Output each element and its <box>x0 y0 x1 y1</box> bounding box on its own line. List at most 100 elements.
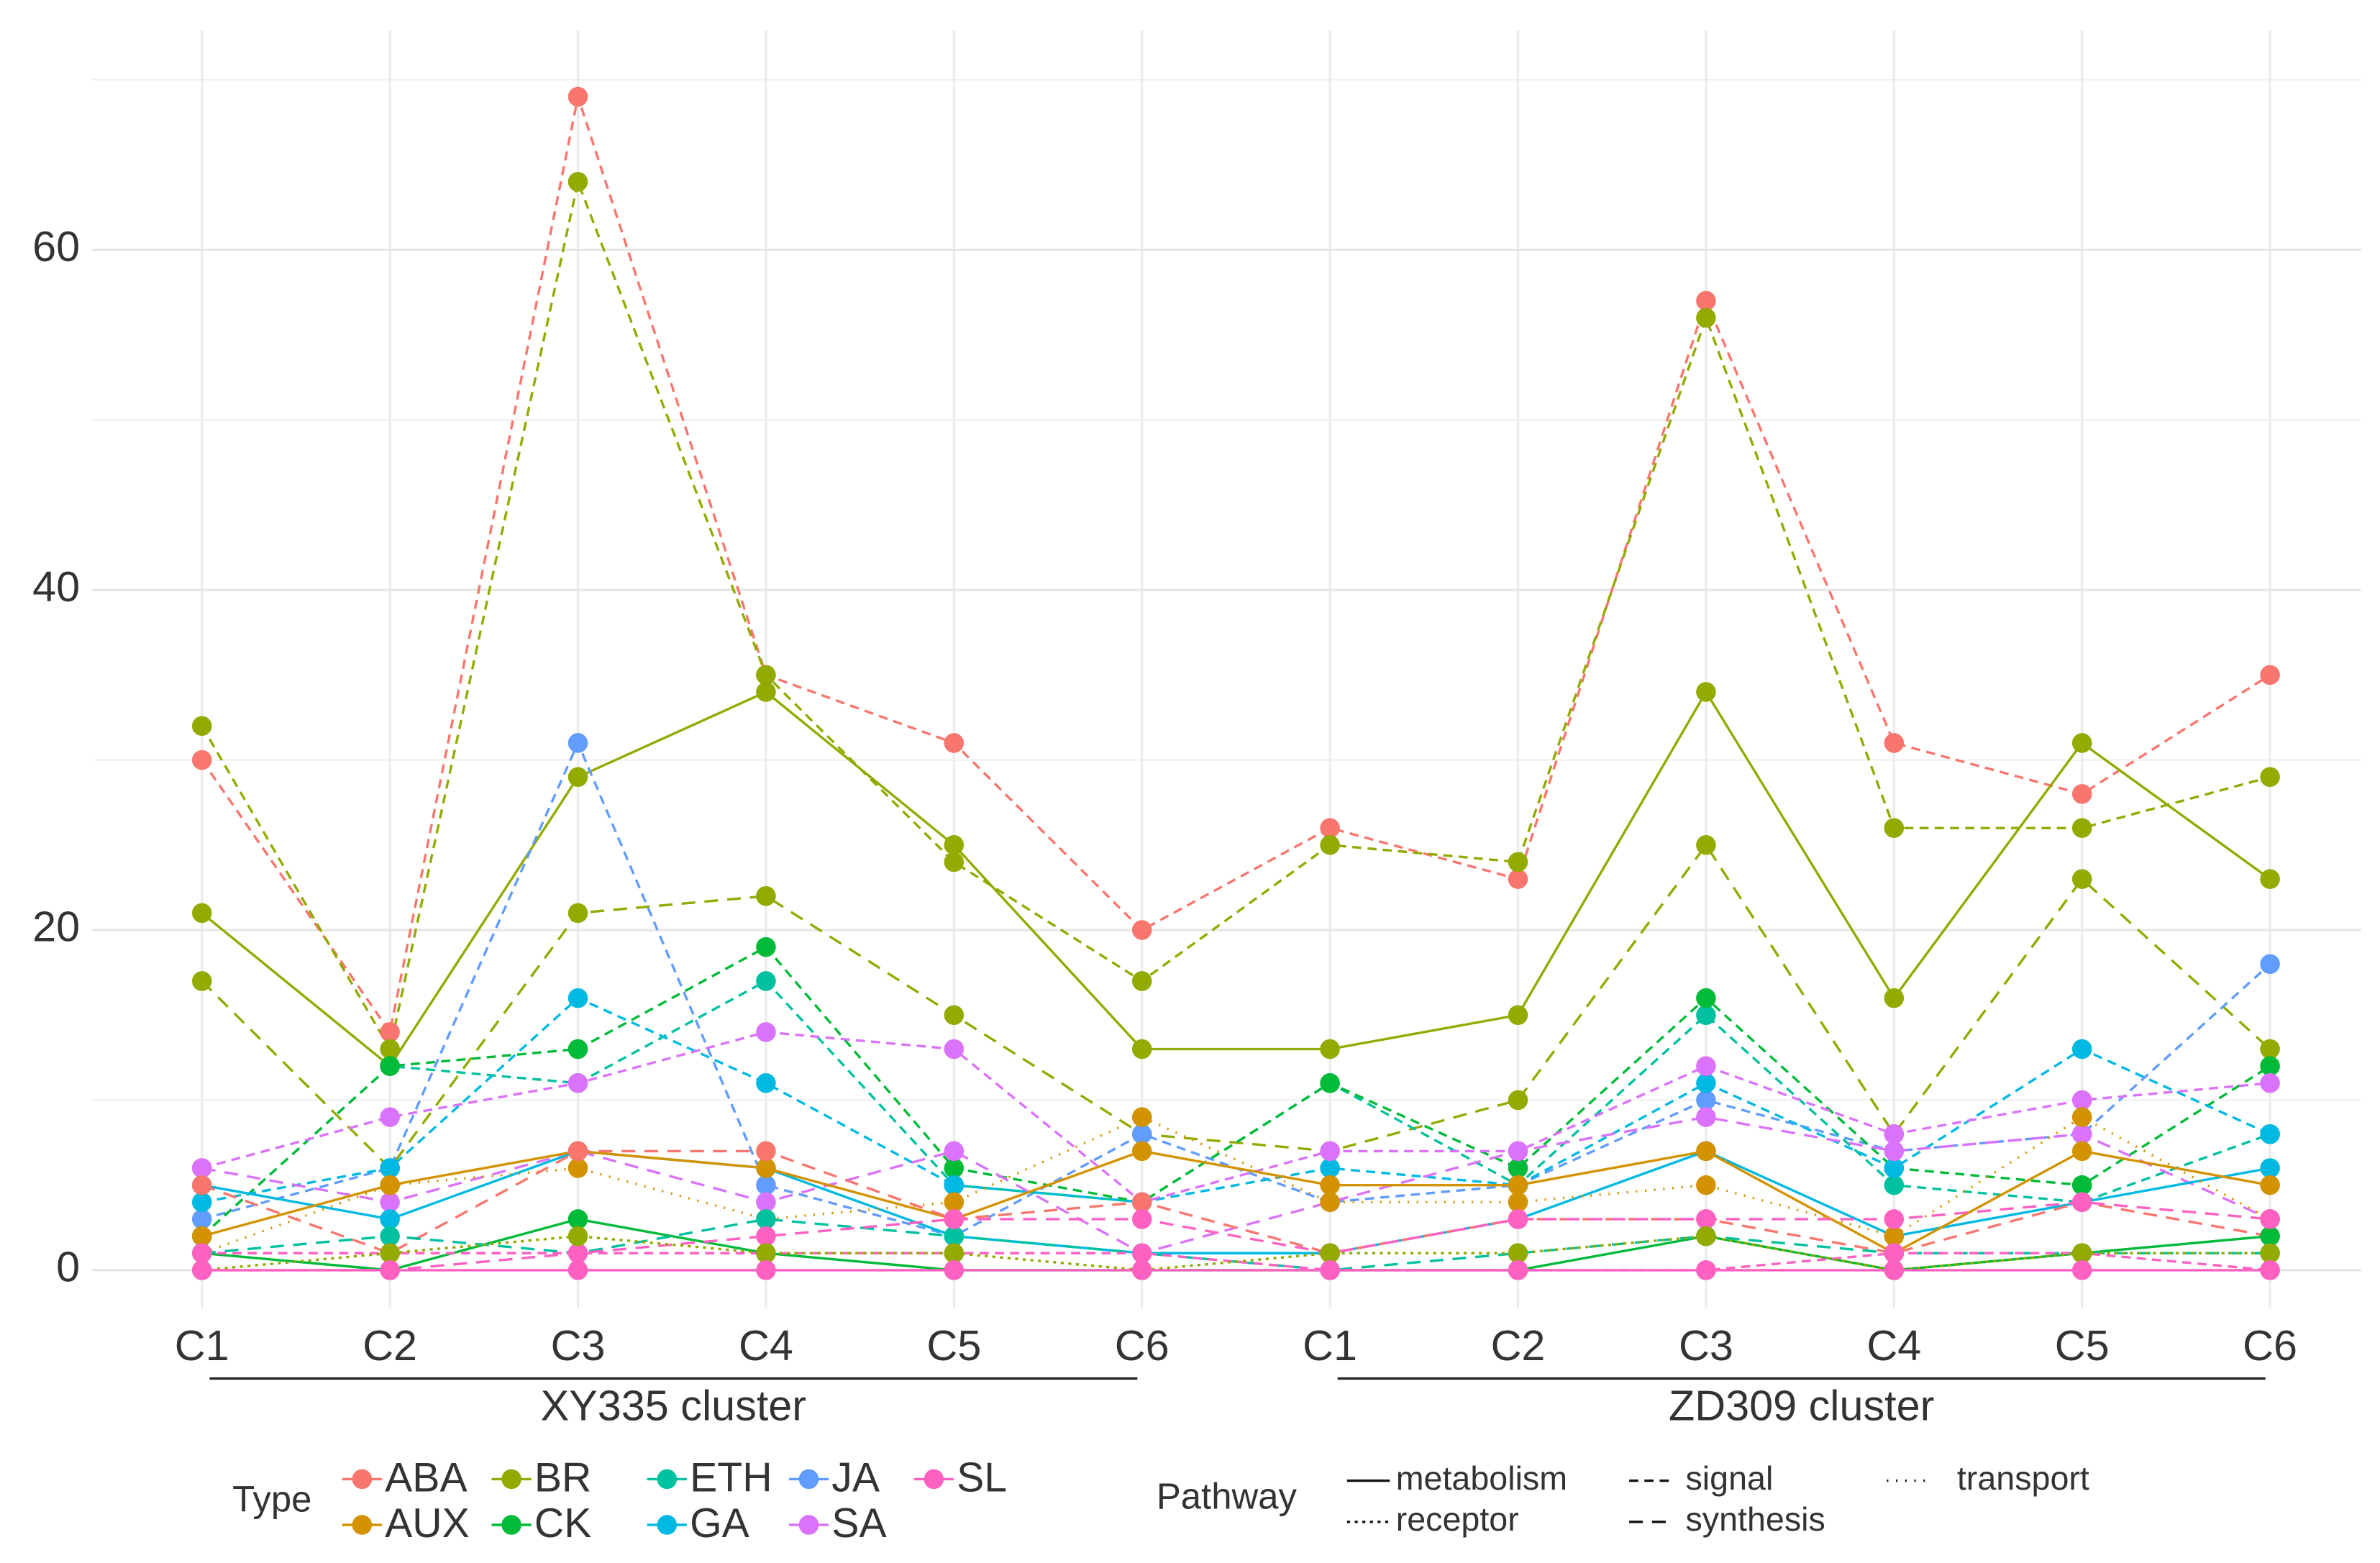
series-line <box>201 1031 2271 1204</box>
legend-key-point <box>352 1515 373 1535</box>
data-point <box>2260 1124 2280 1144</box>
data-point <box>2260 1158 2280 1178</box>
legend-label: metabolism <box>1396 1459 1567 1497</box>
data-point <box>380 1022 400 1042</box>
legend-key-point <box>657 1515 678 1535</box>
data-point <box>756 682 776 702</box>
data-point <box>1508 1005 1528 1026</box>
data-point <box>2071 1260 2092 1280</box>
data-point <box>567 1141 588 1162</box>
data-point <box>756 971 776 991</box>
data-point <box>1884 1158 1905 1178</box>
data-point <box>944 1260 965 1280</box>
data-point <box>1320 818 1340 838</box>
data-point <box>567 1073 588 1093</box>
data-point <box>1696 1073 1716 1093</box>
data-point <box>2260 954 2280 975</box>
data-point <box>1508 1260 1528 1280</box>
x-tick-label: C5 <box>926 1321 981 1370</box>
data-point <box>1131 1192 1152 1213</box>
series-line <box>201 1200 2271 1272</box>
data-point <box>944 1243 965 1264</box>
series-line <box>201 1234 2271 1272</box>
data-point <box>1320 1192 1340 1213</box>
data-point <box>567 903 588 924</box>
legend-key-point <box>657 1469 678 1490</box>
data-point <box>1696 291 1716 311</box>
data-point <box>1508 1243 1528 1264</box>
data-point <box>1320 835 1340 855</box>
data-point <box>380 1107 400 1127</box>
data-point <box>380 1192 400 1213</box>
data-point <box>2071 1039 2092 1060</box>
data-point <box>1131 1141 1152 1162</box>
legend-label: SA <box>831 1500 887 1546</box>
data-point <box>2260 665 2280 685</box>
data-point <box>944 835 965 855</box>
data-point <box>380 1260 400 1280</box>
data-point <box>1508 869 1528 889</box>
data-point <box>1508 1209 1528 1229</box>
pathway-legend-title: Pathway <box>1157 1475 1298 1516</box>
data-point <box>2071 818 2092 838</box>
data-point <box>1696 988 1716 1008</box>
data-point <box>1696 1226 1716 1247</box>
data-point <box>1508 1175 1528 1195</box>
data-point <box>567 171 588 192</box>
data-point <box>1320 1039 1340 1060</box>
data-point <box>2071 1192 2092 1213</box>
series-line <box>201 1116 2271 1254</box>
x-tick-label: C1 <box>1303 1321 1357 1370</box>
data-point <box>191 1209 212 1229</box>
data-point <box>380 1175 400 1195</box>
series-line <box>201 979 2271 1237</box>
data-point <box>944 1175 965 1195</box>
data-point <box>2071 1243 2092 1264</box>
legend-key-point <box>798 1515 819 1535</box>
y-tick-label: 20 <box>32 903 80 951</box>
data-point <box>1884 818 1905 838</box>
data-point <box>944 852 965 872</box>
data-point <box>191 1243 212 1264</box>
data-point <box>2260 1039 2280 1060</box>
data-point <box>567 733 588 753</box>
data-point <box>191 971 212 991</box>
x-tick-label: C4 <box>1866 1321 1921 1370</box>
data-point <box>567 988 588 1008</box>
data-point <box>944 1005 965 1026</box>
series-line <box>201 1149 2271 1254</box>
data-point <box>756 1226 776 1247</box>
legend-key-point <box>501 1515 521 1535</box>
x-tick-label: C2 <box>363 1321 417 1370</box>
data-point <box>191 716 212 737</box>
data-point <box>2260 767 2280 788</box>
data-point <box>756 1158 776 1178</box>
data-point <box>567 1209 588 1229</box>
data-point <box>756 1175 776 1195</box>
data-point <box>2071 1107 2092 1127</box>
data-point <box>756 1073 776 1093</box>
data-point <box>944 733 965 753</box>
group-label: ZD309 cluster <box>1669 1382 1934 1430</box>
data-point <box>2071 1124 2092 1144</box>
data-point <box>1131 1107 1152 1127</box>
data-point <box>1696 1175 1716 1195</box>
data-point <box>567 1158 588 1178</box>
data-point <box>1508 1141 1528 1162</box>
data-point <box>1131 1209 1152 1229</box>
data-point <box>2071 1090 2092 1111</box>
data-point <box>1320 1141 1340 1162</box>
y-tick-label: 60 <box>32 222 80 270</box>
data-point <box>380 1226 400 1247</box>
data-point <box>1508 1090 1528 1111</box>
data-point <box>1131 1039 1152 1060</box>
data-point <box>1884 733 1905 753</box>
legend-key-point <box>924 1469 944 1490</box>
data-point <box>1696 1107 1716 1127</box>
data-point <box>191 1192 212 1213</box>
data-point <box>2260 1209 2280 1229</box>
data-point <box>380 1209 400 1229</box>
legend-label: receptor <box>1396 1500 1519 1538</box>
series-line <box>201 1252 2271 1272</box>
